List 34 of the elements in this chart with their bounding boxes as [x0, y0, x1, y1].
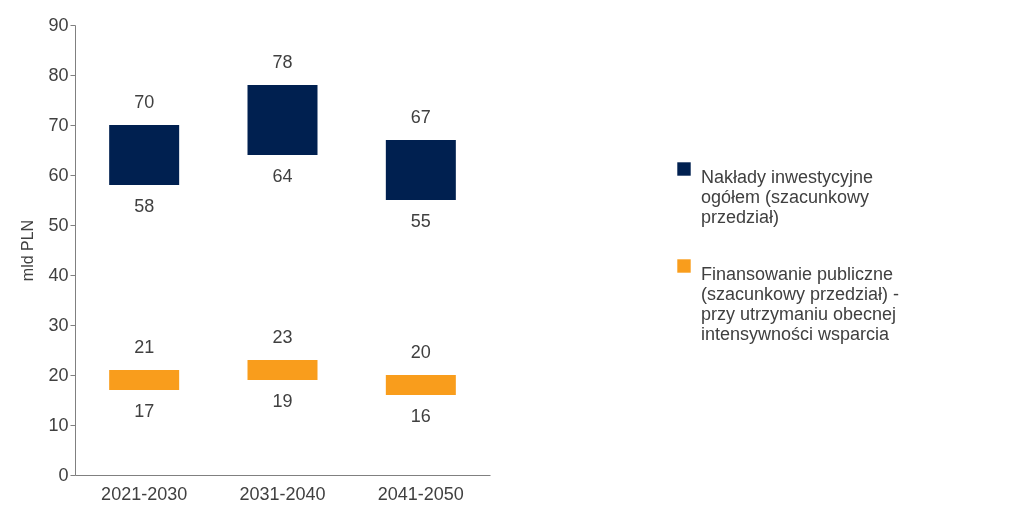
y-tick-label: 20	[48, 364, 69, 385]
y-tick-label: 60	[48, 164, 69, 185]
y-tick-label: 50	[48, 214, 69, 235]
annotation: 17	[134, 401, 155, 421]
annotation: 67	[410, 107, 431, 127]
y-axis-title: mld PLN	[19, 219, 37, 282]
x-tick-label: 2021-2030	[101, 483, 188, 504]
annotation: 70	[134, 92, 155, 112]
bar	[109, 370, 180, 390]
x-tick-label: 2031-2040	[239, 483, 326, 504]
bar	[247, 360, 318, 380]
annotation: 23	[272, 327, 293, 347]
annotation: 58	[134, 196, 155, 216]
y-tick-label: 10	[48, 414, 69, 435]
y-tick-label: 70	[48, 114, 69, 135]
y-tick-label: 80	[48, 64, 69, 85]
bar	[109, 125, 180, 185]
bar	[385, 140, 456, 200]
y-tick-label: 90	[48, 14, 69, 35]
bar	[247, 85, 318, 155]
annotation: 19	[272, 391, 293, 411]
bar	[385, 375, 456, 395]
y-tick-label: 30	[48, 314, 69, 335]
x-tick-label: 2041-2050	[377, 483, 464, 504]
annotation: 64	[272, 166, 293, 186]
annotation: 16	[410, 406, 431, 426]
legend-label: Finansowanie publiczne (szacunkowy przedział) - przy utrzymaniu obecnej intensywności wsparcia	[701, 264, 900, 344]
annotation: 20	[410, 342, 431, 362]
annotation: 78	[272, 52, 293, 72]
y-tick-label: 40	[48, 264, 69, 285]
annotation: 21	[134, 337, 155, 357]
y-tick-label: 0	[58, 464, 69, 485]
legend-label: Nakłady inwestycyjne ogółem (szacunkowy przedział)	[701, 167, 874, 227]
annotation: 55	[410, 211, 431, 231]
